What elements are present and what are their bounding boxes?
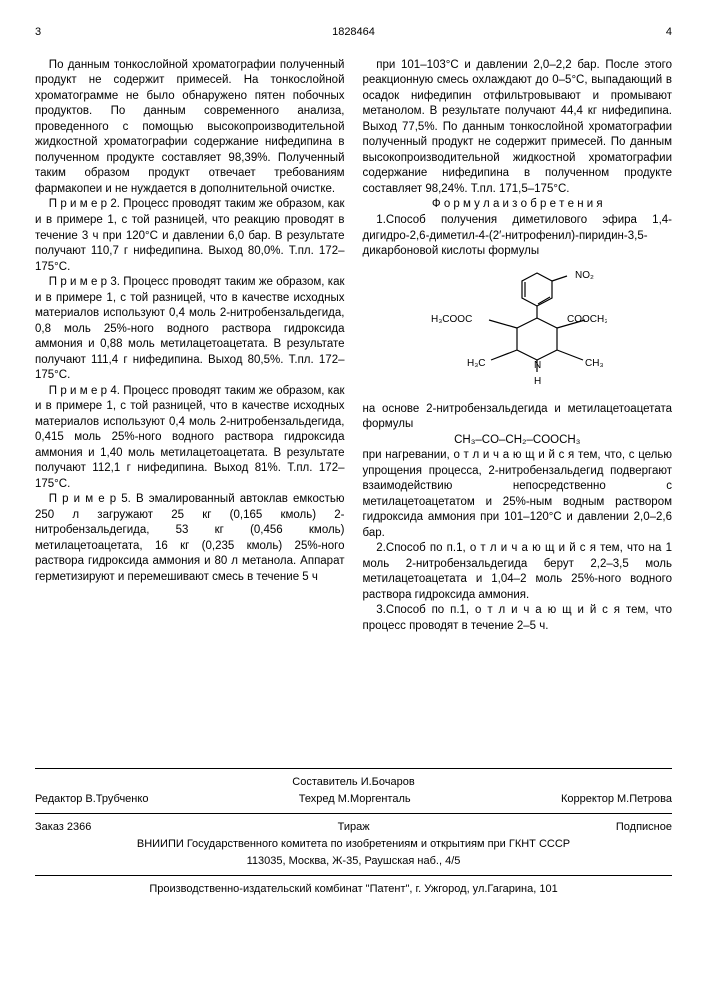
left-column: По данным тонкослойной хроматографии пол… (35, 58, 345, 635)
editor: Редактор В.Трубченко (35, 792, 148, 807)
claim-2: 2.Способ по п.1, о т л и ч а ю щ и й с я… (363, 541, 673, 603)
structure-diagram: NO₂ H₃COOC COOCH₃ H₃C CH₃ N H (363, 268, 673, 392)
nifedipine-structure-icon: NO₂ H₃COOC COOCH₃ H₃C CH₃ N H (427, 268, 607, 388)
tiraj: Тираж (338, 820, 370, 835)
order-no: Заказ 2366 (35, 820, 91, 835)
print-line: Производственно-издательский комбинат "П… (35, 882, 672, 897)
para: на основе 2-нитробензальдегида и метилац… (363, 402, 673, 433)
para: По данным тонкослойной хроматографии пол… (35, 58, 345, 198)
addr-line: 113035, Москва, Ж-35, Раушская наб., 4/5 (35, 854, 672, 869)
svg-text:N: N (534, 360, 541, 371)
svg-text:COOCH₃: COOCH₃ (567, 314, 607, 325)
author-line: Составитель И.Бочаров (35, 775, 672, 790)
claim-1: 1.Способ получения диметилового эфира 1,… (363, 213, 673, 260)
svg-text:H₃C: H₃C (467, 358, 486, 369)
svg-text:NO₂: NO₂ (575, 270, 594, 281)
para: П р и м е р 4. Процесс проводят таким же… (35, 384, 345, 493)
patent-number: 1828464 (332, 25, 375, 40)
subscription: Подписное (616, 820, 672, 835)
page-num-left: 3 (35, 25, 41, 40)
para: П р и м е р 2. Процесс проводят таким же… (35, 197, 345, 275)
footer-block: Составитель И.Бочаров Редактор В.Трубчен… (35, 768, 672, 896)
claim-3: 3.Способ по п.1, о т л и ч а ю щ и й с я… (363, 603, 673, 634)
right-column: при 101–103°С и давлении 2,0–2,2 бар. По… (363, 58, 673, 635)
corrector: Корректор М.Петрова (561, 792, 672, 807)
para: при 101–103°С и давлении 2,0–2,2 бар. По… (363, 58, 673, 198)
svg-text:CH₃: CH₃ (585, 358, 604, 369)
para: при нагревании, о т л и ч а ю щ и й с я … (363, 448, 673, 541)
svg-text:H₃COOC: H₃COOC (431, 314, 472, 325)
formula-heading: Ф о р м у л а и з о б р е т е н и я (363, 197, 673, 213)
tech-editor: Техред М.Моргенталь (299, 792, 411, 807)
chem-formula: CH₃–CO–CH₂–COOCH₃ (363, 433, 673, 449)
org-line: ВНИИПИ Государственного комитета по изоб… (35, 837, 672, 852)
para: П р и м е р 5. В эмалированный автоклав … (35, 492, 345, 585)
page-header: 3 1828464 4 (35, 25, 672, 40)
page-num-right: 4 (666, 25, 672, 40)
para: П р и м е р 3. Процесс проводят таким же… (35, 275, 345, 384)
svg-text:H: H (534, 376, 541, 387)
